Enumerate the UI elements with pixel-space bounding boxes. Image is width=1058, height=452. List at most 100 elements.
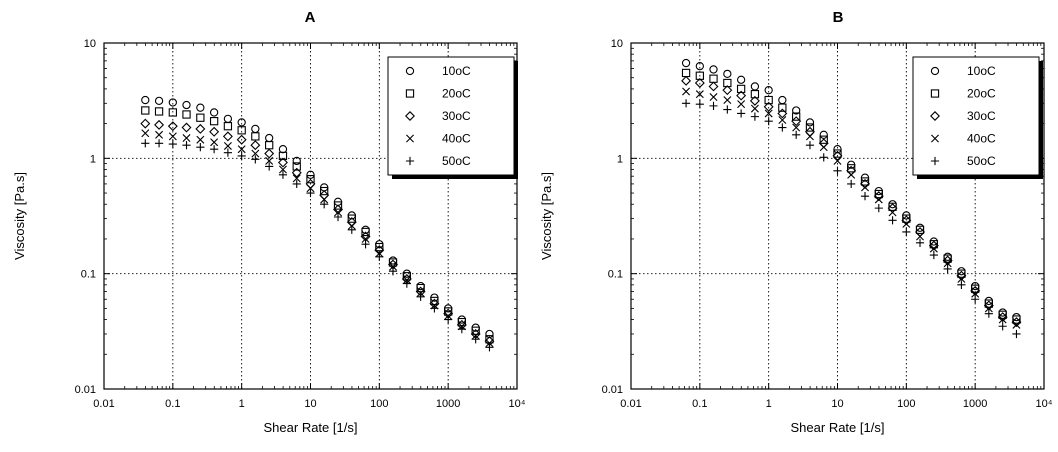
data-point <box>764 86 773 95</box>
data-point <box>792 123 801 132</box>
data-point <box>141 106 150 115</box>
data-point <box>792 106 801 115</box>
data-point <box>777 108 788 119</box>
data-point <box>695 100 704 109</box>
data-point <box>223 141 232 150</box>
data-point <box>278 165 287 174</box>
x-tick-label: 10 <box>304 398 316 410</box>
data-point <box>251 132 260 141</box>
data-point <box>237 126 246 135</box>
data-point <box>997 312 1008 323</box>
data-point <box>251 149 260 158</box>
data-point <box>196 135 205 144</box>
data-point <box>210 138 219 147</box>
data-point <box>375 252 384 261</box>
data-point <box>819 135 828 144</box>
data-point <box>805 141 815 150</box>
y-tick-label: 0.1 <box>81 269 96 281</box>
data-point <box>375 242 384 252</box>
data-point <box>750 112 760 121</box>
data-point <box>929 250 938 260</box>
legend: 10oC 20oC 30oC 40oC 50oC <box>387 56 518 179</box>
data-point <box>709 65 718 74</box>
data-point <box>265 133 274 143</box>
x-axis-label: Shear Rate [1/s] <box>264 420 358 435</box>
data-point <box>196 113 205 122</box>
data-point <box>251 124 260 134</box>
data-point <box>874 186 883 196</box>
data-point <box>471 335 480 344</box>
data-point <box>805 123 815 132</box>
data-point <box>888 216 897 225</box>
series-20oC <box>681 68 1021 324</box>
x-tick-label: 100 <box>370 398 388 410</box>
data-point <box>292 174 301 183</box>
x-axis-label: Shear Rate [1/s] <box>791 420 885 435</box>
data-point <box>681 58 691 68</box>
data-point <box>750 104 759 113</box>
data-point <box>196 103 205 112</box>
legend-label: 40oC <box>442 132 471 146</box>
legend-label: 10oC <box>442 64 471 78</box>
legend-label: 30oC <box>442 109 471 123</box>
data-point <box>984 304 993 313</box>
data-point <box>943 259 952 268</box>
data-point <box>361 234 370 243</box>
legend-label: 50oC <box>442 154 471 168</box>
data-point <box>430 304 439 313</box>
data-point <box>833 166 842 175</box>
x-tick-label: 1 <box>766 398 772 410</box>
y-tick-label: 0.01 <box>602 384 623 396</box>
data-point <box>485 339 494 348</box>
plot-frame <box>103 42 518 390</box>
data-point <box>778 95 787 105</box>
data-point <box>265 162 274 171</box>
data-point <box>141 139 150 148</box>
data-point <box>737 100 746 109</box>
data-point <box>750 82 760 91</box>
data-point <box>209 126 220 137</box>
data-point <box>709 74 718 83</box>
data-point <box>998 310 1007 319</box>
data-point <box>736 75 746 84</box>
chart-panel-b: B 0.01 0.1 1 10 100 1000 10⁴ 0.01 0.1 1 10 Shear Rat… <box>539 9 1053 435</box>
data-point <box>874 189 883 199</box>
data-point <box>265 141 274 150</box>
data-point <box>737 109 746 118</box>
legend-label: 20oC <box>967 87 996 101</box>
data-point <box>361 227 370 237</box>
data-point <box>723 69 732 79</box>
data-point <box>764 117 773 126</box>
data-point <box>792 112 801 121</box>
data-point <box>457 315 466 324</box>
x-tick-label: 10⁴ <box>509 398 526 410</box>
data-point <box>833 149 842 158</box>
legend-marker <box>930 156 940 166</box>
data-point <box>250 140 261 151</box>
data-point <box>223 122 233 131</box>
data-point <box>416 281 425 291</box>
plot-frame <box>630 42 1045 390</box>
data-point <box>681 99 691 108</box>
legend-marker <box>931 134 939 143</box>
data-point <box>196 143 205 152</box>
data-point <box>237 118 246 127</box>
legend-marker <box>930 89 940 98</box>
legend-marker <box>930 111 940 121</box>
data-point <box>265 156 274 165</box>
data-point <box>154 139 164 148</box>
data-point <box>970 285 981 296</box>
series-20oC <box>141 106 494 344</box>
data-point <box>860 177 870 186</box>
legend-marker <box>405 89 415 98</box>
y-tick-label: 10 <box>84 38 96 50</box>
data-point <box>277 157 288 168</box>
data-point <box>444 307 453 316</box>
data-point <box>236 134 247 145</box>
data-point <box>333 201 343 210</box>
data-point <box>874 204 883 213</box>
data-point <box>195 123 206 134</box>
legend-box <box>387 56 515 176</box>
data-point <box>181 122 192 133</box>
data-point <box>168 108 177 117</box>
